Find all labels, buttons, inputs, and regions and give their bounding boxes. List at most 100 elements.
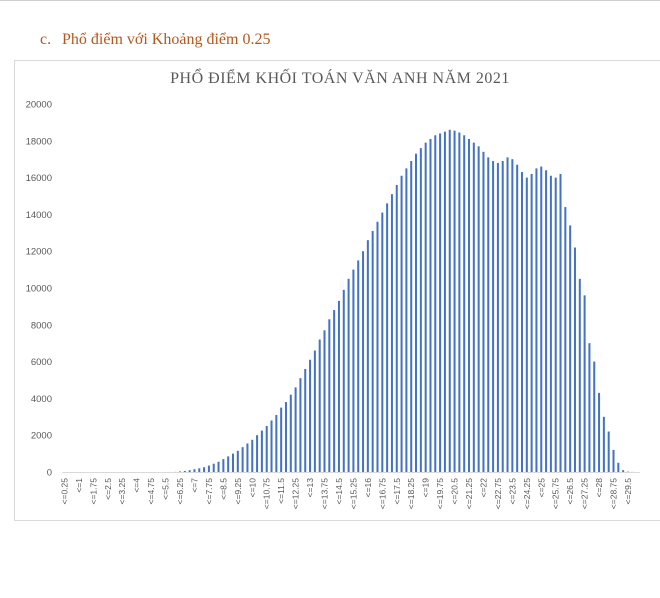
x-tick-label: <=7 (189, 478, 199, 493)
x-tick-label: <=1.75 (88, 478, 98, 505)
x-tick-label: <=1 (74, 478, 84, 493)
x-tick-label: <=10 (247, 478, 257, 498)
bar-<=11 (270, 420, 273, 472)
bar-<=21.75 (477, 146, 480, 472)
bar-<=14.75 (342, 289, 345, 472)
bar-<=26.25 (564, 207, 567, 473)
bar-<=8 (212, 463, 215, 472)
bar-<=16 (366, 240, 369, 472)
bar-<=22.25 (487, 157, 490, 473)
bar-<=17.25 (390, 194, 393, 472)
x-tick-label: <=19.75 (435, 478, 445, 509)
bar-<=21 (463, 135, 466, 472)
x-tick-label: <=28 (594, 478, 604, 498)
bar-<=16.25 (371, 230, 374, 472)
bar-<=28.75 (612, 449, 615, 472)
bar-<=11.75 (284, 402, 287, 472)
y-tick-label: 14000 (26, 210, 52, 221)
x-tick-label: <=16 (363, 478, 373, 498)
bar-<=29.25 (622, 470, 625, 472)
y-tick-label: 16000 (26, 173, 52, 184)
x-tick-label: <=7.75 (204, 478, 214, 505)
bar-<=14 (328, 319, 331, 472)
bar-<=14.25 (333, 310, 336, 472)
bar-<=18.25 (410, 161, 413, 473)
x-tick-label: <=15.25 (348, 478, 358, 509)
bar-<=11.5 (280, 407, 283, 472)
bar-<=7.25 (198, 468, 201, 472)
bar-<=25.75 (554, 177, 557, 472)
x-tick-label: <=13.75 (320, 478, 330, 509)
bar-<=17.5 (395, 184, 398, 472)
bar-<=15 (347, 278, 350, 472)
bar-<=26 (559, 173, 562, 473)
x-tick-label: <=10.75 (262, 478, 272, 509)
bar-<=15.75 (362, 251, 365, 472)
bar-<=11.25 (275, 414, 278, 472)
section-marker: c. (40, 31, 52, 48)
bar-<=6.5 (183, 470, 186, 472)
bar-<=25.25 (545, 170, 548, 473)
x-tick-label: <=25.75 (551, 478, 561, 509)
bar-<=17 (386, 203, 389, 473)
bar-<=23 (501, 161, 504, 473)
x-tick-label: <=22 (478, 478, 488, 498)
bar-<=28.25 (602, 416, 605, 472)
x-tick-label: <=19 (421, 478, 431, 498)
bar-<=8.5 (222, 459, 225, 472)
bar-<=27 (578, 278, 581, 472)
bar-<=7.75 (207, 465, 210, 472)
x-tick-label: <=3.25 (117, 478, 127, 505)
x-tick-label: <=14.5 (334, 478, 344, 505)
x-tick-label: <=18.25 (406, 478, 416, 509)
x-tick-label: <=20.5 (450, 478, 460, 505)
y-tick-label: 12000 (26, 247, 52, 258)
bar-<=24.5 (530, 173, 533, 473)
y-tick-label: 18000 (26, 136, 52, 147)
x-tick-label: <=11.5 (276, 478, 286, 504)
section-heading: c. Phổ điểm với Khoảng điểm 0.25 (40, 31, 270, 49)
bar-<=23.75 (516, 164, 519, 472)
bar-<=20 (443, 131, 446, 472)
bar-<=17.75 (400, 175, 403, 472)
bar-<=23.5 (511, 159, 514, 472)
bar-<=22.5 (492, 161, 495, 473)
x-tick-label: <=5.5 (161, 478, 171, 500)
bar-<=21.5 (472, 142, 475, 472)
bar-<=24 (520, 172, 523, 472)
x-tick-label: <=16.75 (377, 478, 387, 509)
y-tick-label: 10000 (26, 284, 52, 295)
bar-<=21.25 (468, 138, 471, 472)
bar-<=6.25 (179, 471, 182, 472)
bar-<=12.25 (294, 387, 297, 472)
x-tick-label: <=12.25 (291, 478, 301, 509)
x-tick-label: <=25 (536, 478, 546, 498)
x-tick-label: <=27.25 (580, 478, 590, 509)
x-tick-label: <=6.25 (175, 478, 185, 505)
bar-<=10 (251, 439, 254, 472)
bar-<=12.75 (304, 368, 307, 472)
chart-frame (14, 60, 660, 521)
bar-<=18.75 (419, 148, 422, 472)
bar-<=22 (482, 151, 485, 472)
bar-<=27.25 (583, 295, 586, 472)
x-tick-label: <=29.5 (623, 478, 633, 505)
bar-<=9.75 (246, 443, 249, 472)
page-top-rule (0, 0, 660, 1)
x-tick-label: <=23.5 (507, 478, 517, 505)
bar-<=13 (309, 359, 312, 472)
x-tick-label: <=9.25 (233, 478, 243, 505)
bar-<=19.5 (434, 135, 437, 472)
y-tick-label: 6000 (31, 357, 52, 368)
y-tick-label: 8000 (31, 320, 52, 331)
bar-<=12.5 (299, 378, 302, 472)
bar-<=26.5 (569, 225, 572, 472)
bar-<=8.25 (217, 461, 220, 472)
section-title: Phổ điểm với Khoảng điểm 0.25 (62, 31, 271, 48)
bar-<=13.25 (313, 350, 316, 472)
bar-<=19.75 (439, 133, 442, 472)
bar-<=28.5 (607, 431, 610, 472)
y-tick-label: 20000 (26, 100, 52, 111)
bar-<=25 (540, 166, 543, 472)
bar-<=7 (193, 469, 196, 472)
